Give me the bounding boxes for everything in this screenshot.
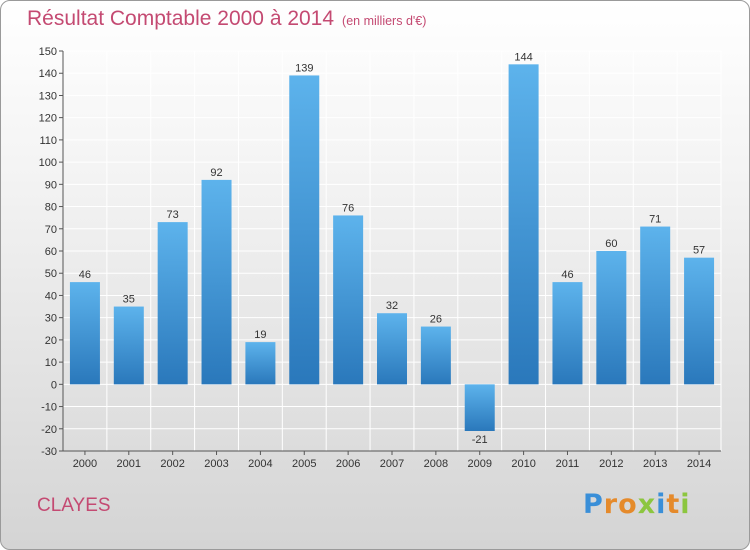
logo-letter: t xyxy=(666,489,681,520)
bar-2003[interactable] xyxy=(201,179,232,385)
data-label-2013: 71 xyxy=(649,214,661,226)
bar-2009[interactable] xyxy=(464,384,495,431)
x-tick-label-2009: 2009 xyxy=(467,458,491,470)
data-label-2004: 19 xyxy=(254,329,266,341)
bar-2010[interactable] xyxy=(508,64,539,385)
data-label-2009: -21 xyxy=(472,434,488,446)
bar-2013[interactable] xyxy=(640,226,671,385)
x-tick-label-2008: 2008 xyxy=(424,458,448,470)
data-label-2011: 46 xyxy=(561,269,573,281)
bar-2001[interactable] xyxy=(113,306,144,385)
data-label-2008: 26 xyxy=(430,314,442,326)
y-tick-label: 50 xyxy=(45,268,57,280)
bar-2006[interactable] xyxy=(333,215,364,385)
data-label-2003: 92 xyxy=(210,167,222,179)
x-tick-label-2002: 2002 xyxy=(160,458,184,470)
data-label-2007: 32 xyxy=(386,300,398,312)
logo-letter: x xyxy=(637,489,657,520)
bar-2004[interactable] xyxy=(245,342,276,385)
y-tick-label: 60 xyxy=(45,246,57,258)
x-tick-label-2006: 2006 xyxy=(336,458,360,470)
logo-letter: i xyxy=(680,489,691,520)
bar-2007[interactable] xyxy=(377,313,407,385)
proxiti-logo[interactable]: Proxiti xyxy=(583,489,691,520)
logo-letter: P xyxy=(583,489,604,520)
y-tick-label: -10 xyxy=(41,402,57,414)
y-tick-label: 40 xyxy=(45,290,57,302)
data-label-2006: 76 xyxy=(342,202,354,214)
x-tick-label-2000: 2000 xyxy=(73,458,97,470)
y-tick-label: 100 xyxy=(39,157,57,169)
y-tick-label: -20 xyxy=(41,424,57,436)
y-tick-label: 120 xyxy=(39,113,57,125)
x-tick-label-2007: 2007 xyxy=(380,458,404,470)
x-tick-label-2013: 2013 xyxy=(643,458,667,470)
y-tick-label: 150 xyxy=(39,46,57,58)
x-tick-label-2001: 2001 xyxy=(117,458,141,470)
y-tick-label: 10 xyxy=(45,357,57,369)
bar-2008[interactable] xyxy=(420,326,451,385)
x-tick-label-2004: 2004 xyxy=(248,458,272,470)
bar-2005[interactable] xyxy=(289,75,320,385)
y-tick-label: 90 xyxy=(45,179,57,191)
bar-2012[interactable] xyxy=(596,251,627,385)
data-label-2001: 35 xyxy=(123,294,135,306)
x-tick-label-2011: 2011 xyxy=(556,458,580,470)
x-tick-label-2014: 2014 xyxy=(687,458,711,470)
title-text: Résultat Comptable 2000 à 2014 xyxy=(27,7,335,30)
y-tick-label: 20 xyxy=(45,335,57,347)
data-label-2010: 144 xyxy=(514,51,532,63)
y-tick-label: -30 xyxy=(41,446,57,458)
logo-letter: r xyxy=(603,489,619,520)
data-label-2012: 60 xyxy=(605,238,617,250)
data-label-2014: 57 xyxy=(693,245,705,257)
bar-2011[interactable] xyxy=(552,282,583,385)
y-tick-label: 0 xyxy=(51,379,57,391)
y-tick-label: 140 xyxy=(39,68,57,80)
y-tick-label: 110 xyxy=(39,135,57,147)
logo-letter: i xyxy=(656,489,667,520)
chart-title: Résultat Comptable 2000 à 2014 (en millie… xyxy=(27,7,426,31)
y-tick-label: 130 xyxy=(39,90,57,102)
place-name: CLAYES xyxy=(37,495,111,516)
bar-2000[interactable] xyxy=(69,282,100,385)
data-label-2005: 139 xyxy=(295,62,313,74)
y-tick-label: 80 xyxy=(45,202,57,214)
x-tick-label-2012: 2012 xyxy=(599,458,623,470)
unit-note: (en milliers d'€) xyxy=(342,14,427,28)
x-tick-label-2003: 2003 xyxy=(204,458,228,470)
data-label-2000: 46 xyxy=(79,269,91,281)
y-tick-label: 30 xyxy=(45,313,57,325)
y-tick-label: 70 xyxy=(45,224,57,236)
data-label-2002: 73 xyxy=(167,209,179,221)
logo-letter: o xyxy=(618,489,638,520)
bar-2014[interactable] xyxy=(684,257,715,385)
x-tick-label-2010: 2010 xyxy=(511,458,535,470)
bar-2002[interactable] xyxy=(157,222,188,385)
x-tick-label-2005: 2005 xyxy=(292,458,316,470)
